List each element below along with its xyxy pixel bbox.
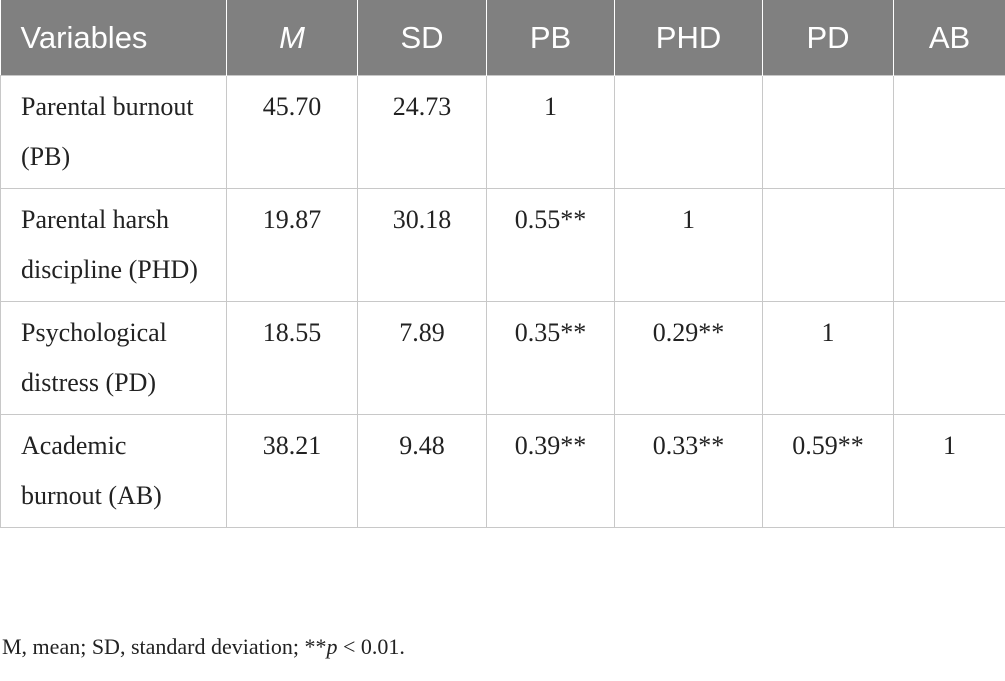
header-cell: PD — [762, 0, 894, 76]
table-cell: 18.55 — [226, 301, 358, 415]
table-row: Parental harsh discipline (PHD) 19.87 30.1… — [0, 188, 1005, 302]
footnote: M, mean; SD, standard deviation; **p < 0… — [2, 634, 405, 660]
row-label: Parental harsh discipline (PHD) — [0, 188, 227, 302]
table-cell: 30.18 — [357, 188, 487, 302]
table-cell: 0.29** — [614, 301, 763, 415]
header-cell: PB — [486, 0, 615, 76]
table-row: Parental burnout (PB) 45.70 24.73 1 — [0, 75, 1005, 189]
row-label: Academic burnout (AB) — [0, 414, 227, 528]
footnote-text: M, mean; SD, standard deviation; ** — [2, 634, 327, 659]
table-cell: 0.33** — [614, 414, 763, 528]
header-cell: PHD — [614, 0, 763, 76]
footnote-text: < 0.01. — [337, 634, 405, 659]
header-row: Variables M SD PB PHD PD AB — [0, 0, 1005, 76]
table-cell: 0.39** — [486, 414, 615, 528]
data-table: Variables M SD PB PHD PD AB Parental burnout (… — [0, 0, 1005, 528]
table-cell: 38.21 — [226, 414, 358, 528]
table-cell: 19.87 — [226, 188, 358, 302]
header-cell: M — [226, 0, 358, 76]
table-cell: 1 — [486, 75, 615, 189]
table-cell: 0.55** — [486, 188, 615, 302]
table-cell: 1 — [893, 414, 1005, 528]
table-cell: 1 — [614, 188, 763, 302]
footnote-text: p — [326, 634, 338, 659]
empty-cell — [762, 75, 894, 189]
table-row: Academic burnout (AB) 38.21 9.48 0.39** 0.33… — [0, 414, 1005, 528]
empty-cell — [893, 301, 1005, 415]
empty-cell — [893, 188, 1005, 302]
empty-cell — [614, 75, 763, 189]
empty-cell — [893, 75, 1005, 189]
header-cell: SD — [357, 0, 487, 76]
table-body: Parental burnout (PB) 45.70 24.73 1 Parental… — [0, 75, 1005, 528]
table-row: Psychological distress (PD) 18.55 7.89 0.35… — [0, 301, 1005, 415]
table-cell: 0.35** — [486, 301, 615, 415]
table-cell: 9.48 — [357, 414, 487, 528]
empty-cell — [762, 188, 894, 302]
table-cell: 7.89 — [357, 301, 487, 415]
table-cell: 0.59** — [762, 414, 894, 528]
table-cell: 1 — [762, 301, 894, 415]
row-label: Parental burnout (PB) — [0, 75, 227, 189]
table-cell: 45.70 — [226, 75, 358, 189]
header-cell: AB — [893, 0, 1005, 76]
table-cell: 24.73 — [357, 75, 487, 189]
header-cell: Variables — [0, 0, 227, 76]
row-label: Psychological distress (PD) — [0, 301, 227, 415]
